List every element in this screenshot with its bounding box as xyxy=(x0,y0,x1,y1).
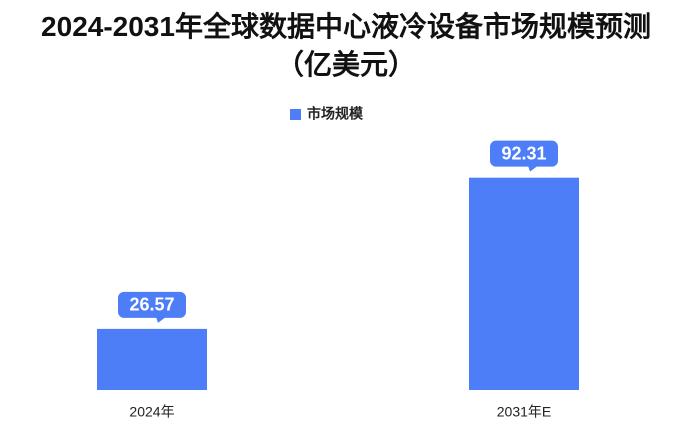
x-tick-label: 2031年E xyxy=(497,404,551,420)
legend-swatch xyxy=(290,109,301,120)
value-label-box xyxy=(490,140,558,167)
value-label: 26.57 xyxy=(129,295,174,315)
bar xyxy=(469,177,579,390)
chart-title: 2024-2031年全球数据中心液冷设备市场规模预测（亿美元） xyxy=(41,11,651,80)
value-label: 92.31 xyxy=(501,143,546,163)
bar xyxy=(97,328,207,390)
value-label-box xyxy=(118,291,186,318)
x-tick-label: 2024年 xyxy=(129,404,174,420)
value-label-tail xyxy=(156,316,166,323)
legend-label: 市场规模 xyxy=(307,106,364,122)
value-label-tail xyxy=(528,165,538,172)
